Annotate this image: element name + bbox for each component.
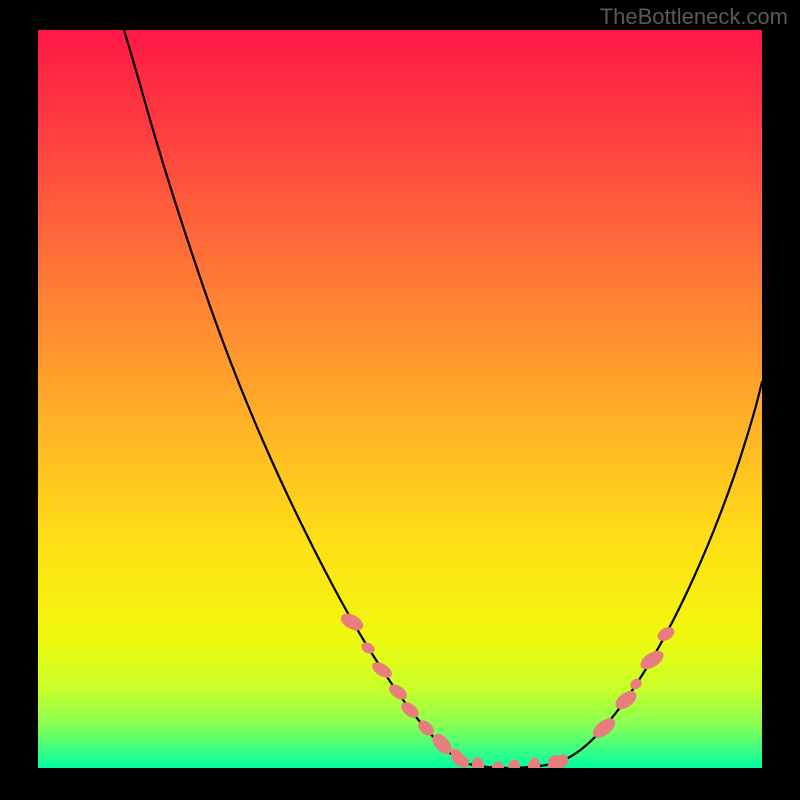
curve-marker — [612, 687, 640, 712]
curve-layer — [38, 30, 762, 768]
curve-marker — [359, 640, 376, 656]
curve-marker — [471, 756, 485, 768]
bottleneck-curve — [124, 30, 762, 768]
curve-marker — [655, 624, 677, 643]
curve-marker — [338, 610, 366, 634]
chart-container: TheBottleneck.com — [0, 0, 800, 800]
curve-marker — [398, 699, 421, 721]
plot-area — [38, 30, 762, 768]
curve-marker — [628, 676, 644, 691]
curve-marker — [527, 757, 541, 768]
curve-marker — [507, 759, 520, 768]
marker-group — [338, 610, 677, 768]
curve-marker — [369, 659, 394, 681]
watermark-text: TheBottleneck.com — [600, 4, 788, 30]
curve-marker — [637, 647, 666, 673]
curve-marker — [492, 762, 504, 769]
curve-marker — [386, 681, 409, 702]
